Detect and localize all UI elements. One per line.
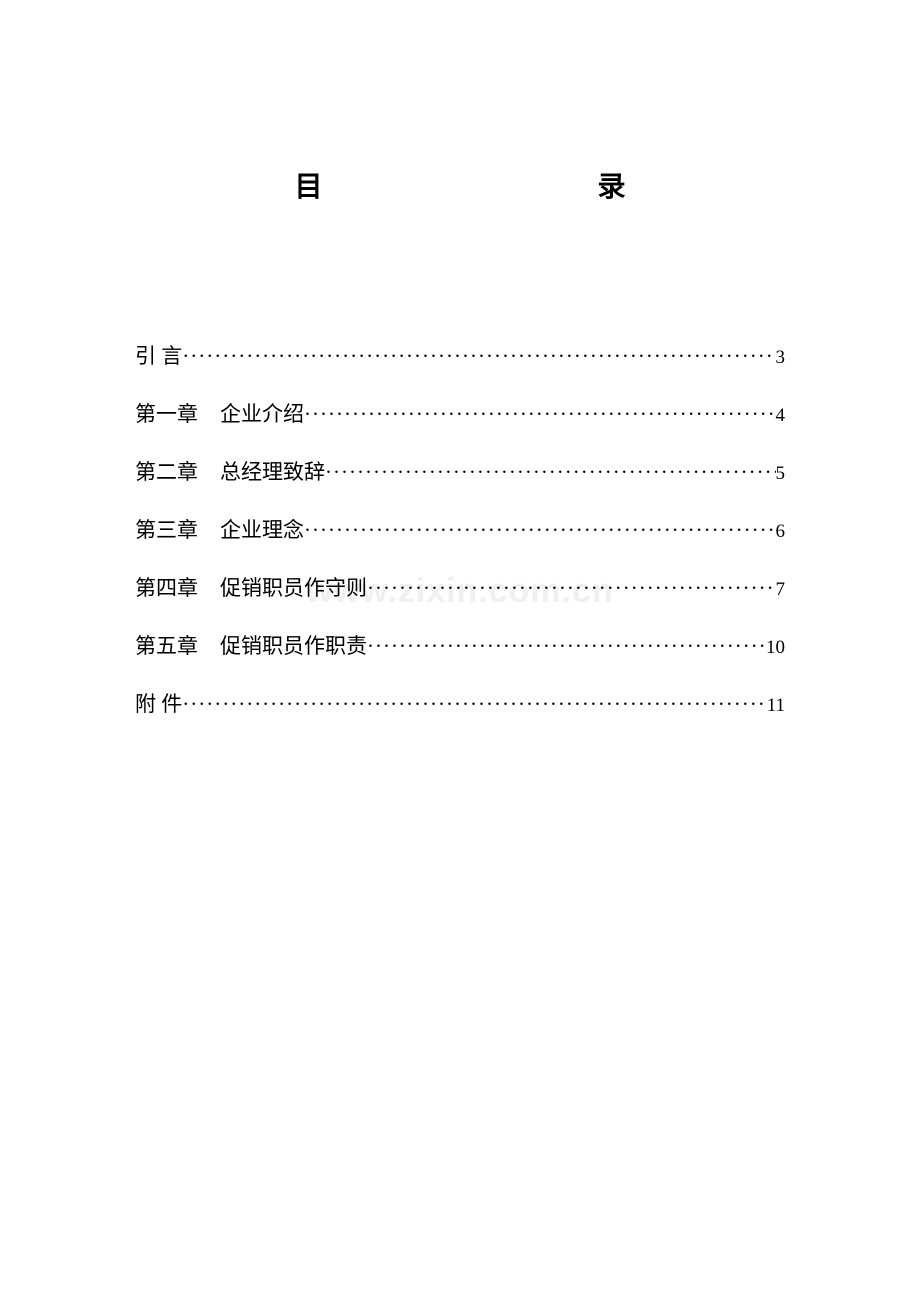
toc-chapter: 引 言 bbox=[135, 340, 182, 370]
toc-dots: ········································… bbox=[304, 402, 776, 427]
toc-title: 企业理念 bbox=[220, 514, 304, 544]
toc-entry: 第五章促销职员作职责······························… bbox=[135, 630, 785, 660]
toc-list: 引 言·····································… bbox=[135, 340, 785, 718]
toc-entry: 第三章企业理念·································… bbox=[135, 514, 785, 544]
toc-dots: ········································… bbox=[182, 344, 775, 369]
toc-page-number: 7 bbox=[776, 579, 786, 601]
toc-dots: ········································… bbox=[367, 576, 776, 601]
title-char-2: 录 bbox=[598, 165, 626, 205]
toc-page-number: 6 bbox=[776, 521, 786, 543]
page-container: 目 录 引 言·································… bbox=[0, 0, 920, 718]
toc-chapter: 第一章 bbox=[135, 398, 198, 428]
toc-dots: ········································… bbox=[304, 518, 776, 543]
toc-title: 企业介绍 bbox=[220, 398, 304, 428]
toc-dots: ········································… bbox=[367, 634, 766, 659]
toc-page-number: 11 bbox=[767, 695, 785, 717]
toc-dots: ········································… bbox=[182, 692, 766, 717]
toc-title: 总经理致辞 bbox=[220, 456, 325, 486]
toc-title: 促销职员作职责 bbox=[220, 630, 367, 660]
toc-page-number: 10 bbox=[766, 637, 785, 659]
toc-entry: 附 件·····································… bbox=[135, 688, 785, 718]
toc-dots: ········································… bbox=[325, 460, 776, 485]
toc-entry: 引 言·····································… bbox=[135, 340, 785, 370]
toc-chapter: 第三章 bbox=[135, 514, 198, 544]
title-char-1: 目 bbox=[294, 165, 322, 205]
title-spacer bbox=[323, 165, 598, 205]
toc-entry: 第四章促销职员作守则······························… bbox=[135, 572, 785, 602]
document-title: 目 录 bbox=[135, 165, 785, 205]
toc-title: 促销职员作守则 bbox=[220, 572, 367, 602]
toc-chapter: 第四章 bbox=[135, 572, 198, 602]
toc-chapter: 第二章 bbox=[135, 456, 198, 486]
toc-chapter: 附 件 bbox=[135, 688, 182, 718]
toc-chapter: 第五章 bbox=[135, 630, 198, 660]
toc-entry: 第一章企业介绍·································… bbox=[135, 398, 785, 428]
toc-page-number: 3 bbox=[776, 347, 786, 369]
toc-page-number: 4 bbox=[776, 405, 786, 427]
toc-page-number: 5 bbox=[776, 463, 786, 485]
toc-entry: 第二章总经理致辞································… bbox=[135, 456, 785, 486]
